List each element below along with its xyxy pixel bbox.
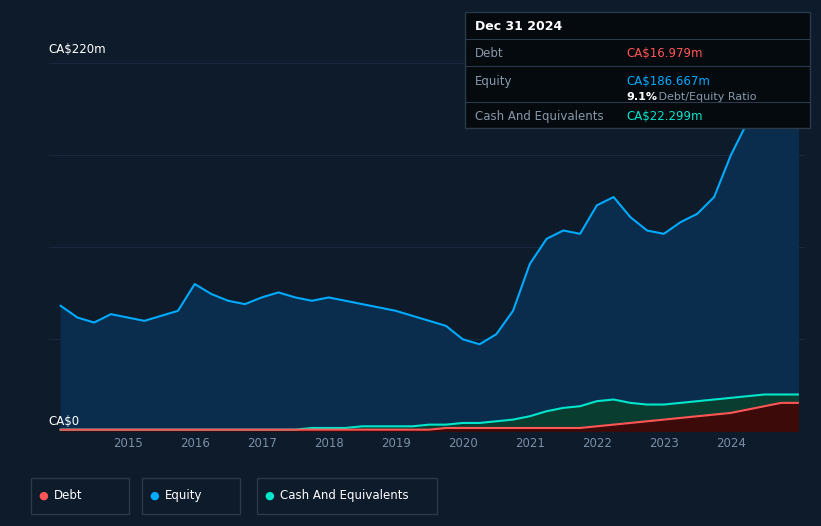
Text: Debt/Equity Ratio: Debt/Equity Ratio — [654, 92, 756, 102]
Text: 9.1%: 9.1% — [626, 92, 658, 102]
Text: Dec 31 2024: Dec 31 2024 — [475, 20, 562, 33]
Text: Equity: Equity — [475, 75, 512, 87]
Text: CA$16.979m: CA$16.979m — [626, 47, 704, 60]
Text: Debt: Debt — [54, 489, 83, 502]
Text: ●: ● — [149, 491, 159, 501]
Text: Equity: Equity — [165, 489, 203, 502]
Text: ●: ● — [39, 491, 48, 501]
Text: CA$0: CA$0 — [48, 414, 80, 428]
Text: CA$220m: CA$220m — [48, 43, 106, 56]
Text: Cash And Equivalents: Cash And Equivalents — [280, 489, 409, 502]
Text: ●: ● — [264, 491, 274, 501]
Text: Cash And Equivalents: Cash And Equivalents — [475, 110, 603, 123]
Text: Debt: Debt — [475, 47, 503, 60]
Text: CA$186.667m: CA$186.667m — [626, 75, 711, 87]
Text: CA$22.299m: CA$22.299m — [626, 110, 704, 123]
